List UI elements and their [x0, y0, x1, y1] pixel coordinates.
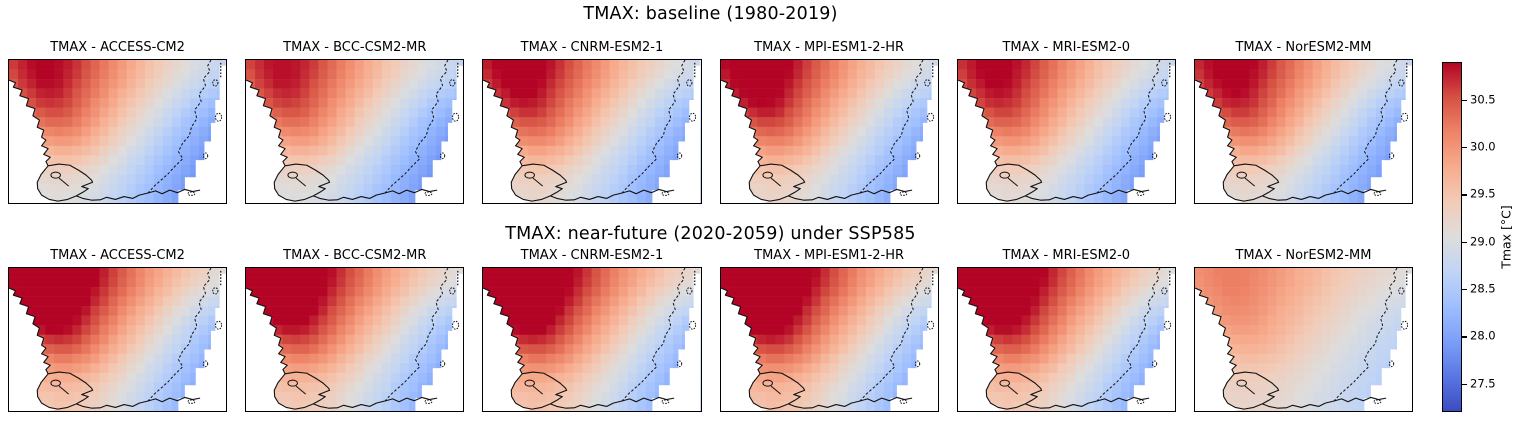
panel-title: TMAX - BCC-CSM2-MR	[245, 248, 464, 267]
colorbar-tick-label: 30.0	[1470, 140, 1496, 154]
panel-title: TMAX - MRI-ESM2-0	[957, 40, 1176, 59]
suptitle-baseline: TMAX: baseline (1980-2019)	[8, 4, 1413, 24]
colorbar-tickmark	[1462, 289, 1467, 290]
colorbar-tickmark	[1462, 194, 1467, 195]
heatmap-ACCESS-CM2-baseline	[8, 59, 227, 204]
model-panel-ACCESS-CM2-near-future: TMAX - ACCESS-CM2	[8, 248, 227, 412]
panel-title: TMAX - CNRM-ESM2-1	[482, 248, 701, 267]
heatmap-BCC-CSM2-MR-baseline	[245, 59, 464, 204]
colorbar-tickmark	[1462, 336, 1467, 337]
model-panel-MPI-ESM1-2-HR-near-future: TMAX - MPI-ESM1-2-HR	[720, 248, 939, 412]
heatmap-BCC-CSM2-MR-near-future	[245, 267, 464, 412]
model-panel-MRI-ESM2-0-near-future: TMAX - MRI-ESM2-0	[957, 248, 1176, 412]
heatmap-CNRM-ESM2-1-near-future	[482, 267, 701, 412]
panel-title: TMAX - BCC-CSM2-MR	[245, 40, 464, 59]
heatmap-MRI-ESM2-0-baseline	[957, 59, 1176, 204]
heatmap-MPI-ESM1-2-HR-near-future	[720, 267, 939, 412]
model-panel-CNRM-ESM2-1-near-future: TMAX - CNRM-ESM2-1	[482, 248, 701, 412]
heatmap-ACCESS-CM2-near-future	[8, 267, 227, 412]
panel-title: TMAX - MPI-ESM1-2-HR	[720, 248, 939, 267]
model-panel-ACCESS-CM2-baseline: TMAX - ACCESS-CM2	[8, 40, 227, 204]
model-panel-CNRM-ESM2-1-baseline: TMAX - CNRM-ESM2-1	[482, 40, 701, 204]
model-panel-BCC-CSM2-MR-baseline: TMAX - BCC-CSM2-MR	[245, 40, 464, 204]
panel-title: TMAX - MPI-ESM1-2-HR	[720, 40, 939, 59]
colorbar-tick-label: 29.0	[1470, 234, 1496, 248]
colorbar-tickmark	[1462, 384, 1467, 385]
colorbar-tick-label: 29.5	[1470, 187, 1496, 201]
colorbar-gradient	[1442, 62, 1462, 412]
model-panel-NorESM2-MM-baseline: TMAX - NorESM2-MM	[1194, 40, 1413, 204]
heatmap-NorESM2-MM-baseline	[1194, 59, 1413, 204]
panel-title: TMAX - ACCESS-CM2	[8, 40, 227, 59]
heatmap-MPI-ESM1-2-HR-baseline	[720, 59, 939, 204]
panel-title: TMAX - NorESM2-MM	[1194, 248, 1413, 267]
suptitle-near-future: TMAX: near-future (2020-2059) under SSP5…	[8, 224, 1413, 244]
model-panel-MPI-ESM1-2-HR-baseline: TMAX - MPI-ESM1-2-HR	[720, 40, 939, 204]
heatmap-CNRM-ESM2-1-baseline	[482, 59, 701, 204]
panel-title: TMAX - MRI-ESM2-0	[957, 248, 1176, 267]
heatmap-MRI-ESM2-0-near-future	[957, 267, 1176, 412]
model-panel-NorESM2-MM-near-future: TMAX - NorESM2-MM	[1194, 248, 1413, 412]
panel-row-near-future: TMAX - ACCESS-CM2 TMAX - BCC-CSM2-MR TMAX …	[8, 248, 1413, 412]
panel-title: TMAX - CNRM-ESM2-1	[482, 40, 701, 59]
colorbar-tickmark	[1462, 100, 1467, 101]
model-panel-BCC-CSM2-MR-near-future: TMAX - BCC-CSM2-MR	[245, 248, 464, 412]
colorbar-tickmark	[1462, 147, 1467, 148]
panel-title: TMAX - NorESM2-MM	[1194, 40, 1413, 59]
model-panel-MRI-ESM2-0-baseline: TMAX - MRI-ESM2-0	[957, 40, 1176, 204]
colorbar-tick-label: 28.5	[1470, 282, 1496, 296]
colorbar-tick-label: 28.0	[1470, 329, 1496, 343]
panel-title: TMAX - ACCESS-CM2	[8, 248, 227, 267]
colorbar-tick-label: 30.5	[1470, 93, 1496, 107]
panel-row-baseline: TMAX - ACCESS-CM2 TMAX - BCC-CSM2-MR TMAX …	[8, 40, 1413, 204]
heatmap-NorESM2-MM-near-future	[1194, 267, 1413, 412]
colorbar-tickmark	[1462, 242, 1467, 243]
colorbar-label: Tmax [°C]	[1499, 205, 1514, 269]
climate-model-figure: TMAX: baseline (1980-2019) TMAX - ACCESS…	[0, 0, 1529, 428]
colorbar-tick-label: 27.5	[1470, 376, 1496, 390]
